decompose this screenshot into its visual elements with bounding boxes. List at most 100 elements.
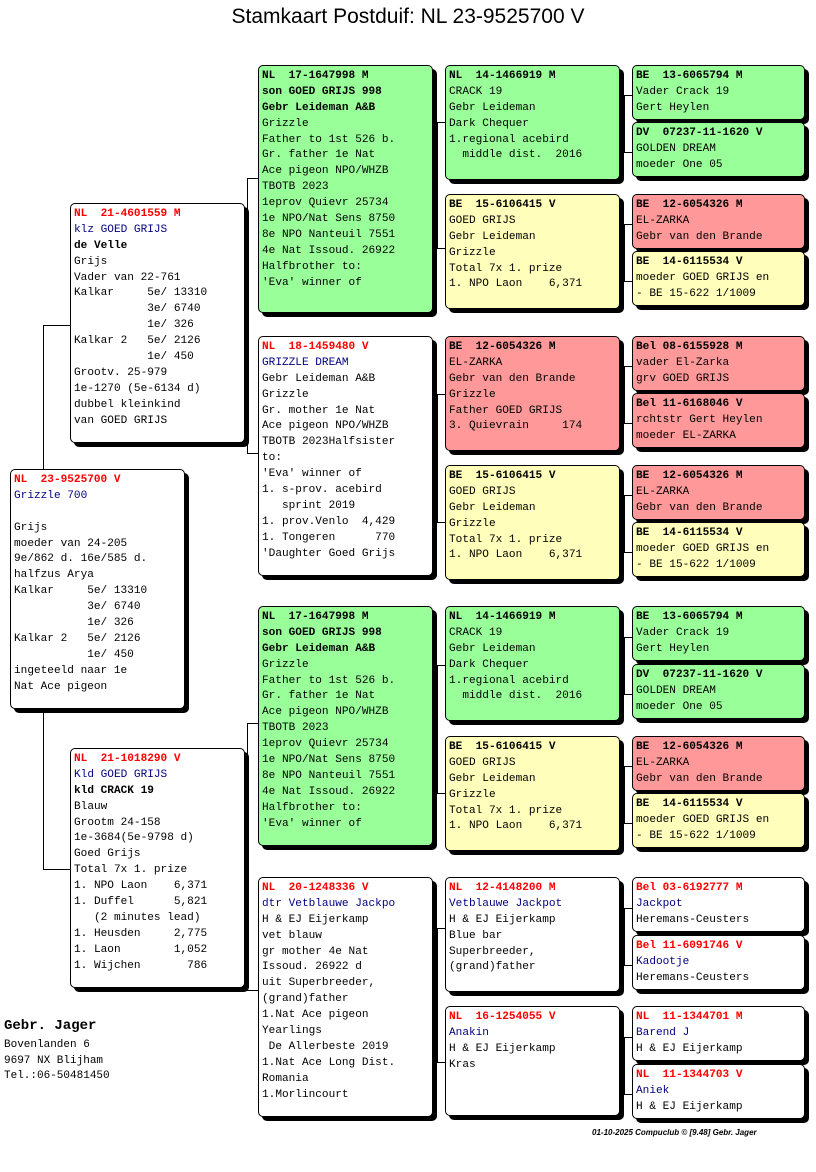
- connector-line: [624, 423, 633, 424]
- pigeon-detail: Kalkar 2 5e/ 2126: [14, 632, 141, 645]
- pigeon-detail: 8e NPO Nanteuil 7551: [262, 228, 396, 241]
- pigeon-card-gen4[interactable]: Bel 11-6091746 V Kadootje Heremans-Ceuster…: [632, 935, 805, 990]
- connector-line: [624, 95, 625, 152]
- pigeon-name: moeder GOED GRIJS en: [636, 271, 770, 284]
- pigeon-card-father-father[interactable]: NL 17-1647998 M son GOED GRIJS 998 Gebr Le…: [258, 65, 433, 313]
- pigeon-detail: to:: [262, 452, 282, 465]
- pigeon-card-gen4[interactable]: NL 11-1344703 V Aniek H & EJ Eijerkamp: [632, 1064, 805, 1119]
- pigeon-card-father-mother[interactable]: NL 18-1459480 V GRIZZLE DREAM Gebr Leidema…: [258, 336, 433, 576]
- pigeon-card-mother-father[interactable]: NL 17-1647998 M son GOED GRIJS 998 Gebr Le…: [258, 606, 433, 846]
- pigeon-detail: Kalkar 5e/ 13310: [74, 287, 208, 300]
- pigeon-detail: Father GOED GRIJS: [449, 404, 563, 417]
- pigeon-detail: 1e/ 450: [14, 648, 134, 661]
- pigeon-name: son GOED GRIJS 998: [262, 626, 382, 639]
- pigeon-detail: vet blauw: [262, 929, 322, 942]
- connector-line: [437, 665, 446, 666]
- pigeon-card-gen4[interactable]: BE 14-6115534 V moeder GOED GRIJS en - BE …: [632, 793, 805, 848]
- pigeon-card-gen3[interactable]: NL 12-4148200 M Vetblauwe Jackpot H & EJ E…: [445, 877, 620, 992]
- pigeon-name: moeder GOED GRIJS en: [636, 813, 770, 826]
- ring-number: BE 14-6115534 V: [636, 527, 743, 539]
- pigeon-name: GOED GRIJS: [449, 214, 516, 227]
- pigeon-card-main[interactable]: NL 23-9525700 V Grizzle 700 Grijs moeder va…: [10, 469, 185, 709]
- pigeon-detail: Grizzle: [262, 117, 309, 130]
- pigeon-detail: Gebr van den Brande: [636, 501, 763, 514]
- pigeon-detail: Gebr Leideman: [449, 501, 536, 514]
- pigeon-detail: Gebr Leideman: [449, 642, 536, 655]
- pigeon-detail: Halfbrother to:: [262, 260, 362, 273]
- connector-line: [43, 325, 44, 469]
- pigeon-card-gen4[interactable]: DV 07237-11-1620 V GOLDEN DREAM moeder One…: [632, 122, 805, 177]
- connector-line: [624, 366, 633, 367]
- pigeon-detail: 4e Nat Issoud. 26922: [262, 785, 396, 798]
- pigeon-name: Grizzle 700: [14, 489, 88, 502]
- pigeon-name: CRACK 19: [449, 85, 503, 98]
- pigeon-detail: H & EJ Eijerkamp: [636, 1042, 743, 1055]
- pigeon-card-gen4[interactable]: BE 12-6054326 M EL-ZARKA Gebr van den Bran…: [632, 736, 805, 791]
- ring-number: NL 18-1459480 V: [262, 341, 369, 353]
- pigeon-detail: Gebr van den Brande: [636, 230, 763, 243]
- pigeon-card-gen3[interactable]: BE 12-6054326 M EL-ZARKA Gebr van den Bran…: [445, 336, 620, 451]
- ring-number: NL 21-4601559 M: [74, 208, 181, 220]
- ring-number: NL 12-4148200 M: [449, 882, 556, 894]
- pigeon-detail: Total 7x 1. prize: [449, 804, 563, 817]
- pigeon-card-gen4[interactable]: BE 14-6115534 V moeder GOED GRIJS en - BE …: [632, 251, 805, 306]
- pigeon-card-gen4[interactable]: Bel 08-6155928 M vader El-Zarka grv GOED G…: [632, 336, 805, 391]
- pigeon-detail: Total 7x 1. prize: [449, 262, 563, 275]
- connector-line: [437, 665, 438, 793]
- connector-line: [624, 694, 633, 695]
- pigeon-card-gen3[interactable]: NL 16-1254055 V Anakin H & EJ Eijerkamp Kra…: [445, 1006, 620, 1116]
- pigeon-card-father[interactable]: NL 21-4601559 M klz GOED GRIJS de Velle Gri…: [70, 203, 245, 443]
- pigeon-card-gen4[interactable]: BE 14-6115534 V moeder GOED GRIJS en - BE …: [632, 522, 805, 577]
- ring-number: NL 11-1344703 V: [636, 1069, 743, 1081]
- pigeon-card-gen4[interactable]: Bel 11-6168046 V rchtstr Gert Heylen moede…: [632, 393, 805, 448]
- pigeon-card-gen3[interactable]: BE 15-6106415 V GOED GRIJS Gebr Leideman Gr…: [445, 736, 620, 851]
- pigeon-card-mother-mother[interactable]: NL 20-1248336 V dtr Vetblauwe Jackpo H & E…: [258, 877, 433, 1117]
- connector-line: [624, 1037, 633, 1038]
- pigeon-name: Vetblauwe Jackpot: [449, 897, 563, 910]
- ring-number: NL 14-1466919 M: [449, 70, 556, 82]
- pigeon-card-gen4[interactable]: BE 12-6054326 M EL-ZARKA Gebr van den Bran…: [632, 465, 805, 520]
- pigeon-detail: 9e/862 d. 16e/585 d.: [14, 553, 148, 566]
- pigeon-detail: Ace pigeon NPO/WHZB: [262, 706, 389, 719]
- pigeon-name: klz GOED GRIJS: [74, 223, 168, 236]
- pigeon-detail: Vader van 22-761: [74, 271, 181, 284]
- connector-line: [437, 1062, 446, 1063]
- pigeon-name: GOED GRIJS: [449, 485, 516, 498]
- connector-line: [624, 766, 633, 767]
- pigeon-name: Kld GOED GRIJS: [74, 768, 168, 781]
- pigeon-detail: Blue bar: [449, 929, 503, 942]
- connector-line: [437, 522, 446, 523]
- pigeon-detail: Gr. father 1e Nat: [262, 149, 376, 162]
- pigeon-detail: uit Superbreeder,: [262, 977, 376, 990]
- pigeon-name: vader El-Zarka: [636, 356, 730, 369]
- pigeon-card-gen3[interactable]: BE 15-6106415 V GOED GRIJS Gebr Leideman Gr…: [445, 465, 620, 580]
- pigeon-detail: Kras: [449, 1058, 476, 1071]
- pigeon-card-gen4[interactable]: Bel 03-6192777 M Jackpot Heremans-Ceusters: [632, 877, 805, 932]
- pigeon-detail: Gr. father 1e Nat: [262, 690, 376, 703]
- pigeon-detail: 1.Nat Ace Long Dist.: [262, 1056, 396, 1069]
- pigeon-card-gen4[interactable]: BE 13-6065794 M Vader Crack 19 Gert Heylen: [632, 606, 805, 661]
- pigeon-detail: Gert Heylen: [636, 101, 710, 114]
- pigeon-name: EL-ZARKA: [636, 485, 690, 498]
- pigeon-card-gen3[interactable]: NL 14-1466919 M CRACK 19 Gebr Leideman Dark…: [445, 65, 620, 180]
- pigeon-card-gen3[interactable]: NL 14-1466919 M CRACK 19 Gebr Leideman Dark…: [445, 606, 620, 721]
- ring-number: BE 14-6115534 V: [636, 256, 743, 268]
- pigeon-detail: H & EJ Eijerkamp: [636, 1100, 743, 1113]
- owner-phone: Tel.:06-50481450: [4, 1070, 110, 1082]
- pigeon-detail: Gebr van den Brande: [636, 772, 763, 785]
- ring-number: BE 15-6106415 V: [449, 741, 556, 753]
- pigeon-card-gen4[interactable]: DV 07237-11-1620 V GOLDEN DREAM moeder One…: [632, 664, 805, 719]
- pigeon-detail: sprint 2019: [262, 499, 356, 512]
- pigeon-detail: Gebr van den Brande: [449, 372, 576, 385]
- pigeon-card-gen4[interactable]: BE 13-6065794 M Vader Crack 19 Gert Heylen: [632, 65, 805, 120]
- pigeon-card-mother[interactable]: NL 21-1018290 V Kld GOED GRIJS kld CRACK 1…: [70, 748, 245, 988]
- pigeon-detail: Grootv. 25-979: [74, 366, 168, 379]
- connector-line: [624, 965, 633, 966]
- ring-number: BE 15-6106415 V: [449, 199, 556, 211]
- pigeon-card-gen4[interactable]: NL 11-1344701 M Barend J H & EJ Eijerkamp: [632, 1006, 805, 1061]
- pigeon-detail: H & EJ Eijerkamp: [262, 913, 369, 926]
- pigeon-detail: Total 7x 1. prize: [74, 864, 188, 877]
- pigeon-card-gen3[interactable]: BE 15-6106415 V GOED GRIJS Gebr Leideman Gr…: [445, 194, 620, 309]
- pigeon-card-gen4[interactable]: BE 12-6054326 M EL-ZARKA Gebr van den Bran…: [632, 194, 805, 249]
- pigeon-detail: 4e Nat Issoud. 26922: [262, 244, 396, 257]
